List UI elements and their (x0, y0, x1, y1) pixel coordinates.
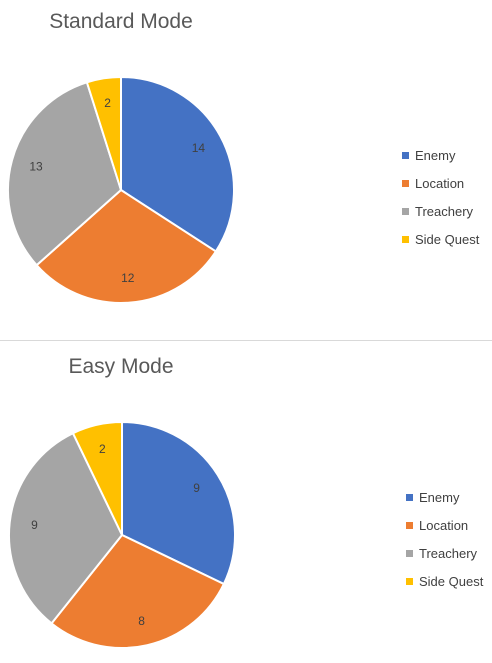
chart-easy-mode: Easy Mode 9 8 9 2 Enemy Location Treachery Sid… (0, 341, 492, 663)
chart-title: Standard Mode (49, 10, 193, 33)
legend-item-treachery: Treachery (406, 539, 483, 567)
legend-swatch (406, 493, 413, 501)
legend-label: Treachery (419, 545, 478, 561)
pie-slice-side-quest (71, 420, 123, 536)
legend-label: Location (419, 517, 469, 533)
legend-item-enemy: Enemy (402, 141, 479, 169)
legend-item-side-quest: Side Quest (406, 567, 483, 595)
pie-slice-side-quest (85, 75, 122, 191)
legend-swatch (402, 235, 409, 243)
legend-label: Side Quest (415, 231, 480, 247)
legend-swatch (406, 577, 413, 585)
pie-slice-treachery (8, 431, 124, 625)
legend-item-location: Location (402, 169, 479, 197)
pie-chart: 9 8 9 2 (8, 420, 236, 649)
pie-chart: 14 12 13 2 (7, 75, 235, 304)
legend-label: Treachery (415, 203, 474, 219)
data-label-enemy: 9 (193, 481, 200, 495)
legend: Enemy Location Treachery Side Quest (402, 141, 479, 253)
pie-slice-treachery (7, 81, 123, 267)
data-label-treachery: 13 (29, 160, 43, 174)
legend-swatch (402, 207, 409, 215)
data-label-treachery: 9 (31, 518, 38, 532)
legend-swatch (402, 151, 409, 159)
legend-label: Side Quest (419, 573, 484, 589)
data-label-enemy: 14 (192, 141, 206, 155)
legend-label: Enemy (415, 147, 456, 163)
data-label-side-quest: 2 (99, 442, 106, 456)
chart-title: Easy Mode (68, 355, 174, 378)
legend: Enemy Location Treachery Side Quest (406, 483, 483, 595)
legend-item-location: Location (406, 511, 483, 539)
legend-label: Location (415, 175, 465, 191)
data-label-side-quest: 2 (104, 96, 111, 110)
data-label-location: 8 (138, 614, 145, 628)
legend-item-side-quest: Side Quest (402, 225, 479, 253)
legend-item-enemy: Enemy (406, 483, 483, 511)
legend-item-treachery: Treachery (402, 197, 479, 225)
pie-slice-location (50, 533, 226, 649)
legend-label: Enemy (419, 489, 460, 505)
legend-swatch (402, 179, 409, 187)
legend-swatch (406, 549, 413, 557)
pie-slice-enemy (121, 420, 236, 586)
data-label-location: 12 (121, 271, 135, 285)
chart-standard-mode: Standard Mode 14 12 13 2 Enemy Location Treac… (7, 10, 479, 304)
legend-swatch (406, 521, 413, 529)
divider (0, 340, 492, 341)
pie-slice-location (35, 188, 218, 304)
